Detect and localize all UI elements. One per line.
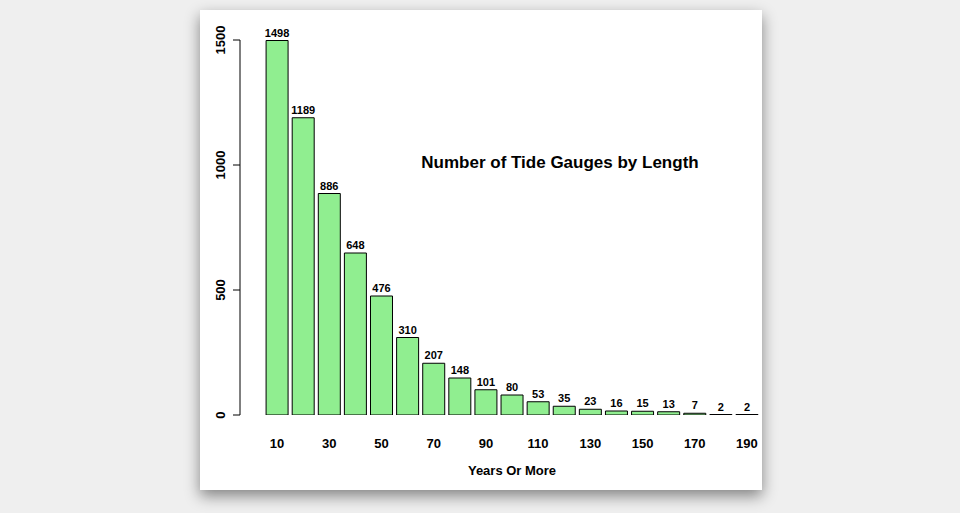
- svg-text:148: 148: [451, 364, 469, 376]
- svg-text:10: 10: [270, 436, 284, 451]
- svg-text:110: 110: [528, 436, 549, 451]
- svg-text:53: 53: [532, 388, 544, 400]
- svg-text:35: 35: [558, 392, 570, 404]
- svg-text:101: 101: [477, 376, 495, 388]
- svg-text:30: 30: [322, 436, 336, 451]
- html-text:Years Or More: Years Or More: [467, 463, 557, 478]
- svg-text:23: 23: [584, 395, 596, 407]
- svg-text:1000: 1000: [213, 151, 228, 180]
- svg-text:70: 70: [426, 436, 440, 451]
- svg-text:1189: 1189: [291, 104, 315, 116]
- svg-text:2: 2: [718, 401, 724, 413]
- svg-text:50: 50: [374, 436, 388, 451]
- html-text:Number of Tide Gauges by Lengt: Number of Tide Gauges by Length: [421, 153, 699, 172]
- svg-text:90: 90: [479, 436, 493, 451]
- svg-text:7: 7: [692, 399, 698, 411]
- svg-text:1500: 1500: [213, 26, 228, 55]
- svg-text:500: 500: [213, 279, 228, 301]
- svg-text:15: 15: [636, 397, 648, 409]
- svg-text:150: 150: [632, 436, 654, 451]
- svg-text:886: 886: [320, 180, 338, 192]
- svg-text:16: 16: [610, 397, 622, 409]
- svg-text:13: 13: [663, 398, 675, 410]
- svg-text:170: 170: [684, 436, 706, 451]
- svg-text:207: 207: [425, 349, 443, 361]
- svg-text:130: 130: [579, 436, 601, 451]
- svg-text:648: 648: [346, 239, 364, 251]
- svg-text:476: 476: [372, 282, 390, 294]
- svg-text:310: 310: [398, 324, 416, 336]
- svg-text:0: 0: [213, 411, 228, 418]
- svg-text:190: 190: [736, 436, 758, 451]
- svg-text:1498: 1498: [265, 27, 289, 39]
- svg-text:80: 80: [506, 381, 518, 393]
- svg-text:2: 2: [744, 401, 750, 413]
